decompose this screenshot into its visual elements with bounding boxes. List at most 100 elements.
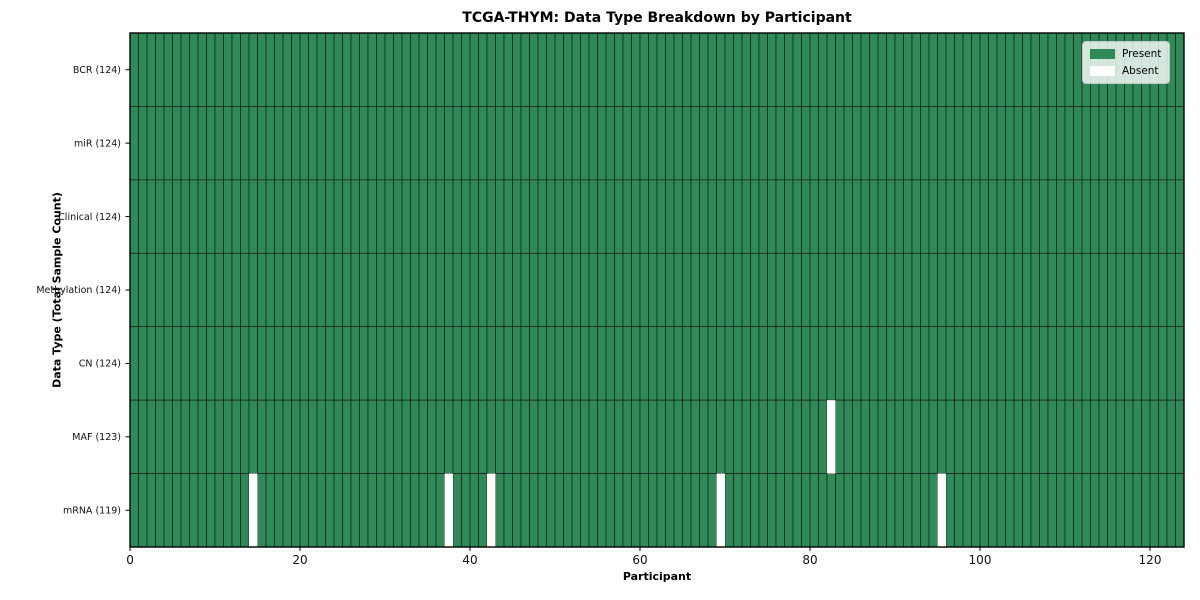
heatmap-cell-present [818, 399, 828, 474]
heatmap-cell-present [1090, 326, 1100, 401]
heatmap-cell-present [792, 106, 802, 181]
heatmap-cell-present [758, 179, 768, 254]
heatmap-cell-present [384, 32, 394, 107]
heatmap-cell-present [384, 252, 394, 328]
heatmap-cell-present [954, 326, 964, 401]
heatmap-cell-present [461, 179, 471, 254]
heatmap-cell-present [1115, 106, 1125, 181]
heatmap-cell-present [1064, 179, 1074, 254]
heatmap-cell-present [1132, 252, 1142, 328]
heatmap-cell-present [852, 399, 862, 474]
heatmap-cell-present [775, 399, 785, 474]
heatmap-cell-present [707, 326, 717, 401]
heatmap-cell-present [529, 32, 539, 107]
heatmap-cell-present [248, 32, 258, 107]
heatmap-cell-present [843, 106, 853, 181]
heatmap-cell-present [537, 32, 547, 107]
heatmap-cell-present [877, 399, 887, 474]
heatmap-cell-present [979, 106, 989, 181]
heatmap-cell-present [282, 106, 292, 181]
heatmap-cell-present [1047, 399, 1057, 474]
heatmap-cell-present [605, 326, 615, 401]
heatmap-cell-present [393, 252, 403, 328]
heatmap-cell-present [682, 326, 692, 401]
heatmap-cell-present [1022, 473, 1032, 548]
heatmap-cell-present [648, 179, 658, 254]
heatmap-cell-present [1022, 326, 1032, 401]
heatmap-cell-present [1107, 179, 1117, 254]
heatmap-cell-present [410, 32, 420, 107]
heatmap-cell-present [478, 32, 488, 107]
heatmap-cell-present [478, 106, 488, 181]
heatmap-cell-present [937, 32, 947, 107]
heatmap-cell-present [257, 106, 267, 181]
heatmap-cell-present [588, 106, 598, 181]
heatmap-cell-present [988, 179, 998, 254]
heatmap-cell-present [571, 473, 581, 548]
heatmap-cell-present [325, 473, 335, 548]
heatmap-cell-present [197, 179, 207, 254]
heatmap-cell-present [631, 106, 641, 181]
heatmap-cell-present [452, 326, 462, 401]
heatmap-cell-present [1149, 399, 1159, 474]
heatmap-cell-present [1158, 106, 1168, 181]
heatmap-cell-present [257, 326, 267, 401]
heatmap-cell-present [342, 326, 352, 401]
heatmap-cell-present [495, 399, 505, 474]
heatmap-cell-present [265, 399, 275, 474]
heatmap-cell-present [1039, 326, 1049, 401]
y-tick-label: CN (124) [79, 359, 121, 370]
heatmap-cell-present [1166, 106, 1176, 181]
heatmap-cell-present [189, 106, 199, 181]
heatmap-cell-present [1166, 179, 1176, 254]
heatmap-cell-present [945, 32, 955, 107]
heatmap-cell-present [1090, 252, 1100, 328]
heatmap-cell-present [1030, 326, 1040, 401]
heatmap-cell-present [172, 399, 182, 474]
heatmap-cell-present [801, 473, 811, 548]
heatmap-cell-present [223, 326, 233, 401]
heatmap-cell-present [801, 252, 811, 328]
heatmap-cell-present [308, 252, 318, 328]
heatmap-cell-present [699, 32, 709, 107]
heatmap-cell-present [979, 252, 989, 328]
heatmap-cell-present [376, 179, 386, 254]
heatmap-cell-present [1175, 326, 1185, 401]
heatmap-cell-present [818, 106, 828, 181]
heatmap-cell-present [503, 179, 513, 254]
heatmap-cell-present [903, 326, 913, 401]
heatmap-cell-present [1158, 179, 1168, 254]
heatmap-cell-present [911, 32, 921, 107]
heatmap-cell-present [512, 252, 522, 328]
heatmap-cell-present [767, 252, 777, 328]
heatmap-cell-present [197, 473, 207, 548]
heatmap-cell-present [971, 32, 981, 107]
heatmap-cell-present [962, 32, 972, 107]
heatmap-cell-present [1175, 179, 1185, 254]
heatmap-cell-present [784, 106, 794, 181]
heatmap-cell-present [911, 326, 921, 401]
heatmap-cell-present [775, 473, 785, 548]
heatmap-cell-present [954, 179, 964, 254]
heatmap-cell-present [197, 106, 207, 181]
heatmap-cell-present [189, 399, 199, 474]
heatmap-cell-present [903, 32, 913, 107]
plot-frame [129, 32, 1185, 548]
heatmap-cell-present [1073, 32, 1083, 107]
heatmap-cell-present [724, 32, 734, 107]
heatmap-cell-present [529, 106, 539, 181]
heatmap-cell-present [707, 32, 717, 107]
heatmap-cell-present [1115, 252, 1125, 328]
heatmap-cell-present [1107, 252, 1117, 328]
heatmap-cell-present [826, 473, 836, 548]
heatmap-cell-present [656, 179, 666, 254]
heatmap-cell-present [537, 179, 547, 254]
heatmap-cell-present [554, 106, 564, 181]
heatmap-cell-present [410, 473, 420, 548]
heatmap-cell-present [1132, 326, 1142, 401]
x-axis-label: Participant [622, 570, 692, 583]
heatmap-cell-present [129, 32, 139, 107]
heatmap-cell-present [860, 399, 870, 474]
heatmap-cell-present [886, 252, 896, 328]
heatmap-cell-present [707, 399, 717, 474]
